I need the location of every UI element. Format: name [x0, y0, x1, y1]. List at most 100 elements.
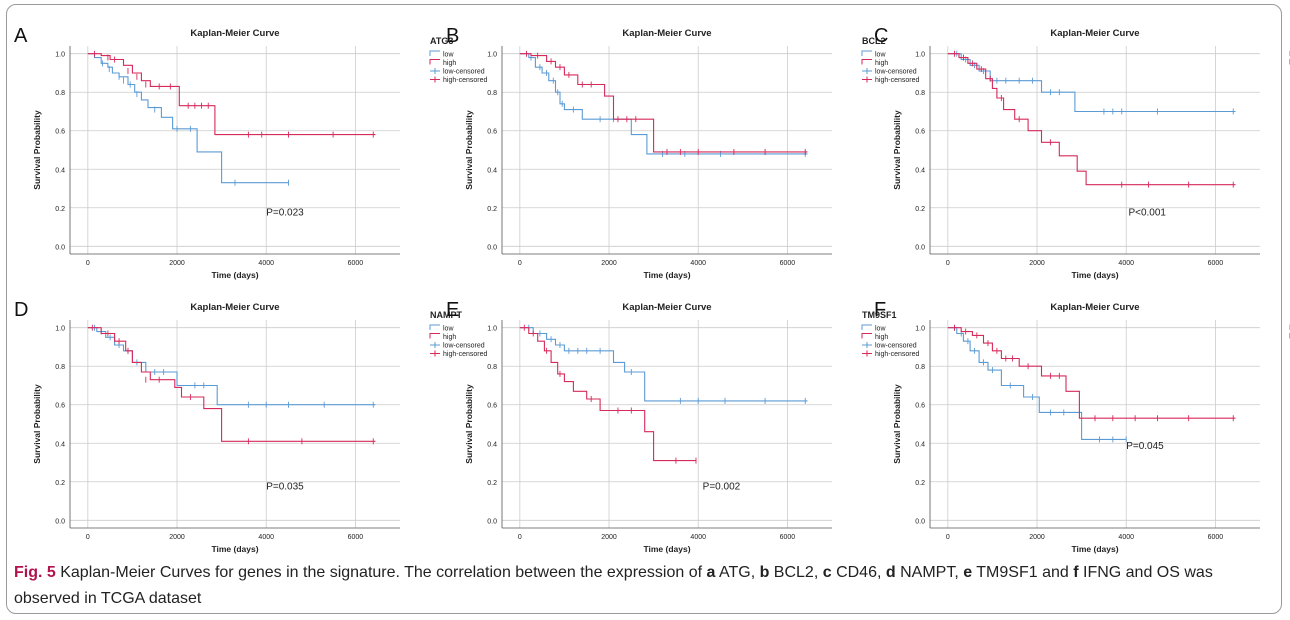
legend-swatch [429, 324, 440, 330]
y-tick-label: 0.2 [487, 206, 497, 213]
legend-entry: low [875, 52, 886, 59]
km-panel-b: B Kaplan-Meier Curve 0.0 0.2 0.4 0.6 0.8 1.0 0 20… [446, 25, 919, 280]
survival-curve-low [947, 53, 1236, 113]
legend-entry: low [443, 52, 454, 59]
x-tick-label: 2000 [601, 534, 617, 541]
legend-title: NAMPT [430, 310, 462, 320]
x-tick-label: 2000 [1029, 260, 1045, 267]
y-tick-label: 0.8 [915, 90, 925, 97]
x-tick-label: 4000 [690, 534, 706, 541]
p-value-label: P=0.002 [703, 481, 741, 492]
legend-entry: low-censored [875, 343, 917, 350]
y-tick-label: 0.4 [487, 441, 497, 448]
y-tick-label: 0.0 [487, 518, 497, 525]
legend-swatch [429, 50, 440, 56]
x-tick-label: 6000 [780, 260, 796, 267]
x-tick-label: 4000 [1118, 260, 1134, 267]
survival-curve-high [947, 53, 1236, 186]
legend-entry: low-censored [875, 69, 917, 76]
legend-swatch [861, 50, 872, 56]
chart-title: Kaplan-Meier Curve [622, 302, 711, 313]
y-tick-label: 0.4 [915, 441, 925, 448]
kaplan-meier-figure: A Kaplan-Meier Curve 0.0 0.2 0.4 0.6 0.8 1.0 0 20… [14, 25, 1290, 554]
legend-title: TM9SF1 [862, 310, 897, 320]
y-tick-label: 1.0 [55, 326, 65, 333]
chart-title: Kaplan-Meier Curve [190, 302, 279, 313]
km-panel-f: F Kaplan-Meier Curve 0.0 0.2 0.4 0.6 0.8 1.0 0 20… [874, 299, 1290, 554]
y-tick-label: 0.6 [487, 403, 497, 410]
x-axis-label: Time (days) [211, 544, 258, 554]
x-axis-label: Time (days) [1071, 544, 1118, 554]
y-tick-label: 1.0 [487, 52, 497, 59]
y-axis-label: Survival Probability [892, 110, 902, 190]
y-tick-label: 0.8 [487, 364, 497, 371]
y-tick-label: 0.2 [55, 206, 65, 213]
caption-text: ATG, [715, 564, 760, 581]
survival-curve-low [519, 53, 808, 155]
caption-text: c [822, 564, 832, 581]
caption-text: a [706, 564, 716, 581]
y-tick-label: 0.4 [487, 167, 497, 174]
y-tick-label: 0.2 [915, 480, 925, 487]
y-tick-label: 0.0 [487, 244, 497, 251]
y-axis-label: Survival Probability [464, 384, 474, 464]
panel-label: A [14, 25, 28, 47]
y-tick-label: 0.4 [55, 167, 65, 174]
km-panel-a: A Kaplan-Meier Curve 0.0 0.2 0.4 0.6 0.8 1.0 0 20… [14, 25, 487, 280]
y-axis-label: Survival Probability [32, 110, 42, 190]
chart-title: Kaplan-Meier Curve [622, 28, 711, 39]
y-tick-label: 0.8 [915, 364, 925, 371]
x-tick-label: 4000 [258, 534, 274, 541]
y-tick-label: 1.0 [487, 326, 497, 333]
caption-figure-label: Fig. 5 [14, 564, 56, 581]
caption-text: IFNG and OS was observed in TCGA dataset [14, 564, 1213, 607]
y-axis-label: Survival Probability [32, 384, 42, 464]
km-panel-d: D Kaplan-Meier Curve 0.0 0.2 0.4 0.6 0.8 1.0 0 20… [14, 299, 487, 554]
x-tick-label: 0 [518, 534, 522, 541]
y-tick-label: 0.2 [487, 480, 497, 487]
y-tick-label: 1.0 [915, 52, 925, 59]
panel-label: F [874, 299, 886, 321]
y-tick-label: 0.6 [915, 129, 925, 136]
x-axis-label: Time (days) [643, 544, 690, 554]
x-tick-label: 0 [946, 260, 950, 267]
legend-entry: low-censored [443, 343, 485, 350]
caption-text: f [1073, 564, 1079, 581]
survival-curve-low [947, 327, 1127, 440]
chart-title: Kaplan-Meier Curve [1050, 302, 1139, 313]
x-tick-label: 0 [86, 260, 90, 267]
survival-curve-low [519, 327, 808, 402]
x-tick-label: 0 [946, 534, 950, 541]
y-tick-label: 0.0 [915, 518, 925, 525]
p-value-label: P=0.023 [266, 207, 304, 218]
survival-curve-high [519, 327, 696, 462]
figure-caption: Fig. 5 Kaplan-Meier Curves for genes in … [14, 560, 1264, 612]
x-axis-label: Time (days) [211, 270, 258, 280]
caption-text: NAMPT, [895, 564, 964, 581]
x-tick-label: 6000 [780, 534, 796, 541]
x-tick-label: 6000 [1208, 534, 1224, 541]
y-tick-label: 0.8 [55, 90, 65, 97]
legend-entry: high [443, 60, 456, 67]
y-tick-label: 0.0 [55, 518, 65, 525]
y-tick-label: 0.2 [55, 480, 65, 487]
legend-entry: low-censored [443, 69, 485, 76]
y-tick-label: 0.0 [915, 244, 925, 251]
legend-entry: low [875, 326, 886, 333]
x-tick-label: 2000 [1029, 534, 1045, 541]
caption-text: b [759, 564, 770, 581]
y-tick-label: 1.0 [55, 52, 65, 59]
x-tick-label: 2000 [169, 260, 185, 267]
y-tick-label: 0.4 [915, 167, 925, 174]
legend-entry: high-censored [443, 351, 487, 358]
caption-text: BCL2, [769, 564, 823, 581]
legend-title: ATG3 [430, 36, 453, 46]
y-axis-label: Survival Probability [892, 384, 902, 464]
x-tick-label: 6000 [348, 534, 364, 541]
y-tick-label: 0.6 [55, 403, 65, 410]
legend-entry: low [443, 326, 454, 333]
panel-label: B [446, 25, 459, 47]
km-panel-c: C Kaplan-Meier Curve 0.0 0.2 0.4 0.6 0.8 1.0 0 20… [874, 25, 1290, 280]
figure-frame [6, 4, 1282, 614]
chart-title: Kaplan-Meier Curve [1050, 28, 1139, 39]
